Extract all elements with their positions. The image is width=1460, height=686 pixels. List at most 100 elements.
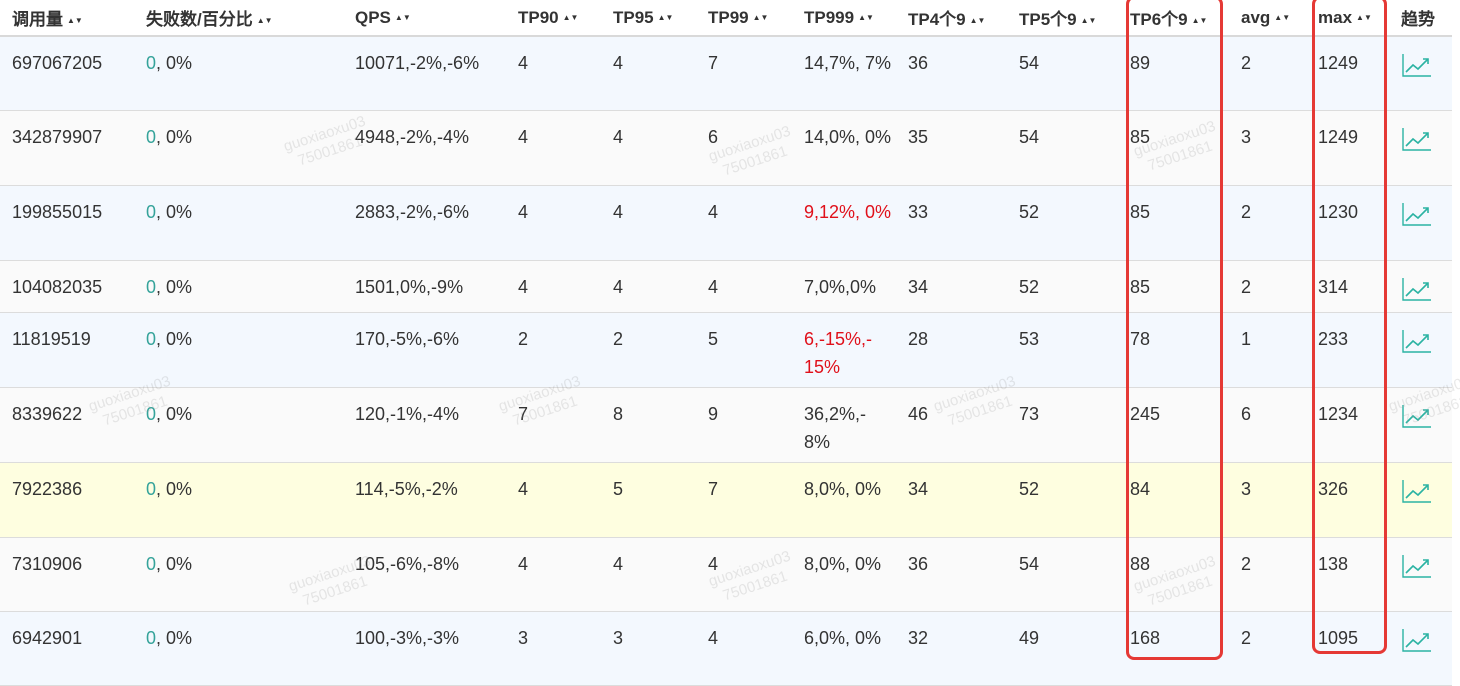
cell-value: 4 bbox=[613, 276, 624, 297]
fail-count: 0 bbox=[146, 53, 157, 73]
cell-value: 245 bbox=[1130, 403, 1161, 424]
column-header-tp90[interactable]: TP90 ▲▼ bbox=[506, 0, 601, 37]
cell-value: 104082035 bbox=[12, 276, 103, 297]
sort-icon[interactable]: ▲▼ bbox=[657, 13, 674, 23]
cell-value: 88 bbox=[1130, 553, 1151, 574]
cell-value: 199855015 bbox=[12, 201, 103, 222]
cell-trend[interactable] bbox=[1389, 387, 1452, 463]
cell-qps: 170,-5%,-6% bbox=[343, 312, 506, 388]
cell-trend[interactable] bbox=[1389, 462, 1452, 538]
cell-calls: 342879907 bbox=[0, 110, 134, 186]
sort-icon[interactable]: ▲▼ bbox=[858, 13, 874, 23]
trend-chart-icon[interactable] bbox=[1401, 126, 1433, 152]
cell-trend[interactable] bbox=[1389, 36, 1452, 111]
trend-chart-icon[interactable] bbox=[1401, 276, 1433, 302]
cell-fail: 0, 0% bbox=[134, 260, 343, 313]
cell-value: 78 bbox=[1130, 328, 1151, 349]
trend-chart-icon[interactable] bbox=[1401, 553, 1433, 579]
table-row[interactable]: 7922386 0, 0% 114,-5%,-2% 4 5 7 8,0%, 0% 34 52 84… bbox=[0, 462, 1452, 538]
trend-chart-icon[interactable] bbox=[1401, 328, 1433, 354]
column-header-tp99[interactable]: TP99 ▲▼ bbox=[696, 0, 792, 37]
column-header-tp95[interactable]: TP95 ▲▼ bbox=[601, 0, 696, 37]
column-header-trend[interactable]: 趋势 bbox=[1389, 0, 1452, 37]
cell-value: 54 bbox=[1019, 553, 1040, 574]
cell-trend[interactable] bbox=[1389, 185, 1452, 261]
sort-icon[interactable]: ▲▼ bbox=[1080, 15, 1097, 25]
trend-chart-icon[interactable] bbox=[1401, 403, 1433, 429]
cell-max: 233 bbox=[1306, 312, 1389, 388]
table-row[interactable]: 6942901 0, 0% 100,-3%,-3% 3 3 4 6,0%, 0% 32 49 16… bbox=[0, 611, 1452, 686]
sort-icon[interactable]: ▲▼ bbox=[969, 15, 986, 25]
table-row[interactable]: 7310906 0, 0% 105,-6%,-8% 4 4 4 8,0%, 0% 36 54 88… bbox=[0, 537, 1452, 612]
sort-icon[interactable]: ▲▼ bbox=[67, 15, 83, 25]
fail-count: 0 bbox=[146, 478, 157, 499]
fail-percent: , 0% bbox=[156, 403, 193, 424]
cell-value: 36 bbox=[908, 53, 929, 73]
trend-chart-icon[interactable] bbox=[1401, 201, 1433, 227]
cell-tp90: 4 bbox=[506, 36, 601, 111]
cell-tp99: 4 bbox=[696, 537, 792, 612]
cell-value: 36,2%,- 8% bbox=[804, 403, 867, 452]
cell-value: 73 bbox=[1019, 403, 1040, 424]
cell-value: 120,-1%,-4% bbox=[355, 403, 460, 424]
sort-icon[interactable]: ▲▼ bbox=[1191, 15, 1208, 25]
cell-tp99: 4 bbox=[696, 260, 792, 313]
table-row[interactable]: 199855015 0, 0% 2883,-2%,-6% 4 4 4 9,12%, 0% 33… bbox=[0, 185, 1452, 261]
cell-trend[interactable] bbox=[1389, 110, 1452, 186]
cell-value: 4 bbox=[518, 553, 529, 574]
trend-chart-icon[interactable] bbox=[1401, 627, 1433, 653]
table-row[interactable]: 8339622 0, 0% 120,-1%,-4% 7 8 9 36,2%,- 8% 46 73… bbox=[0, 387, 1452, 463]
cell-max: 326 bbox=[1306, 462, 1389, 538]
cell-tp4: 34 bbox=[896, 260, 1007, 313]
cell-qps: 120,-1%,-4% bbox=[343, 387, 506, 463]
sort-icon[interactable]: ▲▼ bbox=[394, 13, 411, 23]
table-row[interactable]: 697067205 0, 0% 10071,-2%,-6% 4 4 7 14,7%, 7% 3… bbox=[0, 36, 1452, 111]
cell-value: 7310906 bbox=[12, 553, 83, 574]
column-header-avg[interactable]: avg ▲▼ bbox=[1229, 0, 1306, 37]
sort-icon[interactable]: ▲▼ bbox=[1356, 13, 1372, 23]
column-header-qps[interactable]: QPS ▲▼ bbox=[343, 0, 506, 37]
cell-tp95: 8 bbox=[601, 387, 696, 463]
cell-tp4: 32 bbox=[896, 611, 1007, 686]
cell-trend[interactable] bbox=[1389, 537, 1452, 612]
cell-value: 53 bbox=[1019, 328, 1040, 349]
table-row[interactable]: 11819519 0, 0% 170,-5%,-6% 2 2 5 6,-15%,- 15% 2… bbox=[0, 312, 1452, 388]
column-header-tp5[interactable]: TP5个9 ▲▼ bbox=[1007, 0, 1118, 37]
table-row[interactable]: 342879907 0, 0% 4948,-2%,-4% 4 4 6 14,0%, 0% 35… bbox=[0, 110, 1452, 186]
column-header-tp4[interactable]: TP4个9 ▲▼ bbox=[896, 0, 1007, 37]
cell-value: 4 bbox=[613, 126, 624, 147]
column-header-tp999[interactable]: TP999 ▲▼ bbox=[792, 0, 896, 37]
cell-value: 233 bbox=[1318, 328, 1349, 349]
table-row[interactable]: 104082035 0, 0% 1501,0%,-9% 4 4 4 7,0%,0% 34 52 8… bbox=[0, 260, 1452, 313]
cell-value: 4 bbox=[518, 126, 529, 147]
cell-tp99: 9 bbox=[696, 387, 792, 463]
sort-icon[interactable]: ▲▼ bbox=[256, 15, 273, 25]
cell-avg: 2 bbox=[1229, 36, 1306, 111]
cell-value: 2 bbox=[1241, 276, 1252, 297]
cell-value: 10071,-2%,-6% bbox=[355, 53, 480, 73]
fail-count: 0 bbox=[146, 276, 157, 297]
cell-trend[interactable] bbox=[1389, 260, 1452, 313]
fail-count: 0 bbox=[146, 201, 157, 222]
sort-icon[interactable]: ▲▼ bbox=[1274, 13, 1291, 23]
cell-trend[interactable] bbox=[1389, 312, 1452, 388]
column-header-tp6[interactable]: TP6个9 ▲▼ bbox=[1118, 0, 1229, 37]
trend-chart-icon[interactable] bbox=[1401, 52, 1433, 78]
cell-avg: 2 bbox=[1229, 611, 1306, 686]
sort-icon[interactable]: ▲▼ bbox=[562, 13, 579, 23]
sort-icon[interactable]: ▲▼ bbox=[752, 13, 769, 23]
cell-avg: 3 bbox=[1229, 462, 1306, 538]
column-header-calls[interactable]: 调用量 ▲▼ bbox=[0, 0, 134, 37]
cell-tp6: 85 bbox=[1118, 260, 1229, 313]
column-header-fail[interactable]: 失败数/百分比 ▲▼ bbox=[134, 0, 343, 37]
cell-tp999: 7,0%,0% bbox=[792, 260, 896, 313]
cell-trend[interactable] bbox=[1389, 611, 1452, 686]
cell-tp6: 84 bbox=[1118, 462, 1229, 538]
cell-tp5: 52 bbox=[1007, 260, 1118, 313]
column-header-max[interactable]: max ▲▼ bbox=[1306, 0, 1389, 37]
cell-value: 6 bbox=[1241, 403, 1252, 424]
cell-tp6: 245 bbox=[1118, 387, 1229, 463]
trend-chart-icon[interactable] bbox=[1401, 478, 1433, 504]
cell-value: 8,0%, 0% bbox=[804, 553, 882, 574]
